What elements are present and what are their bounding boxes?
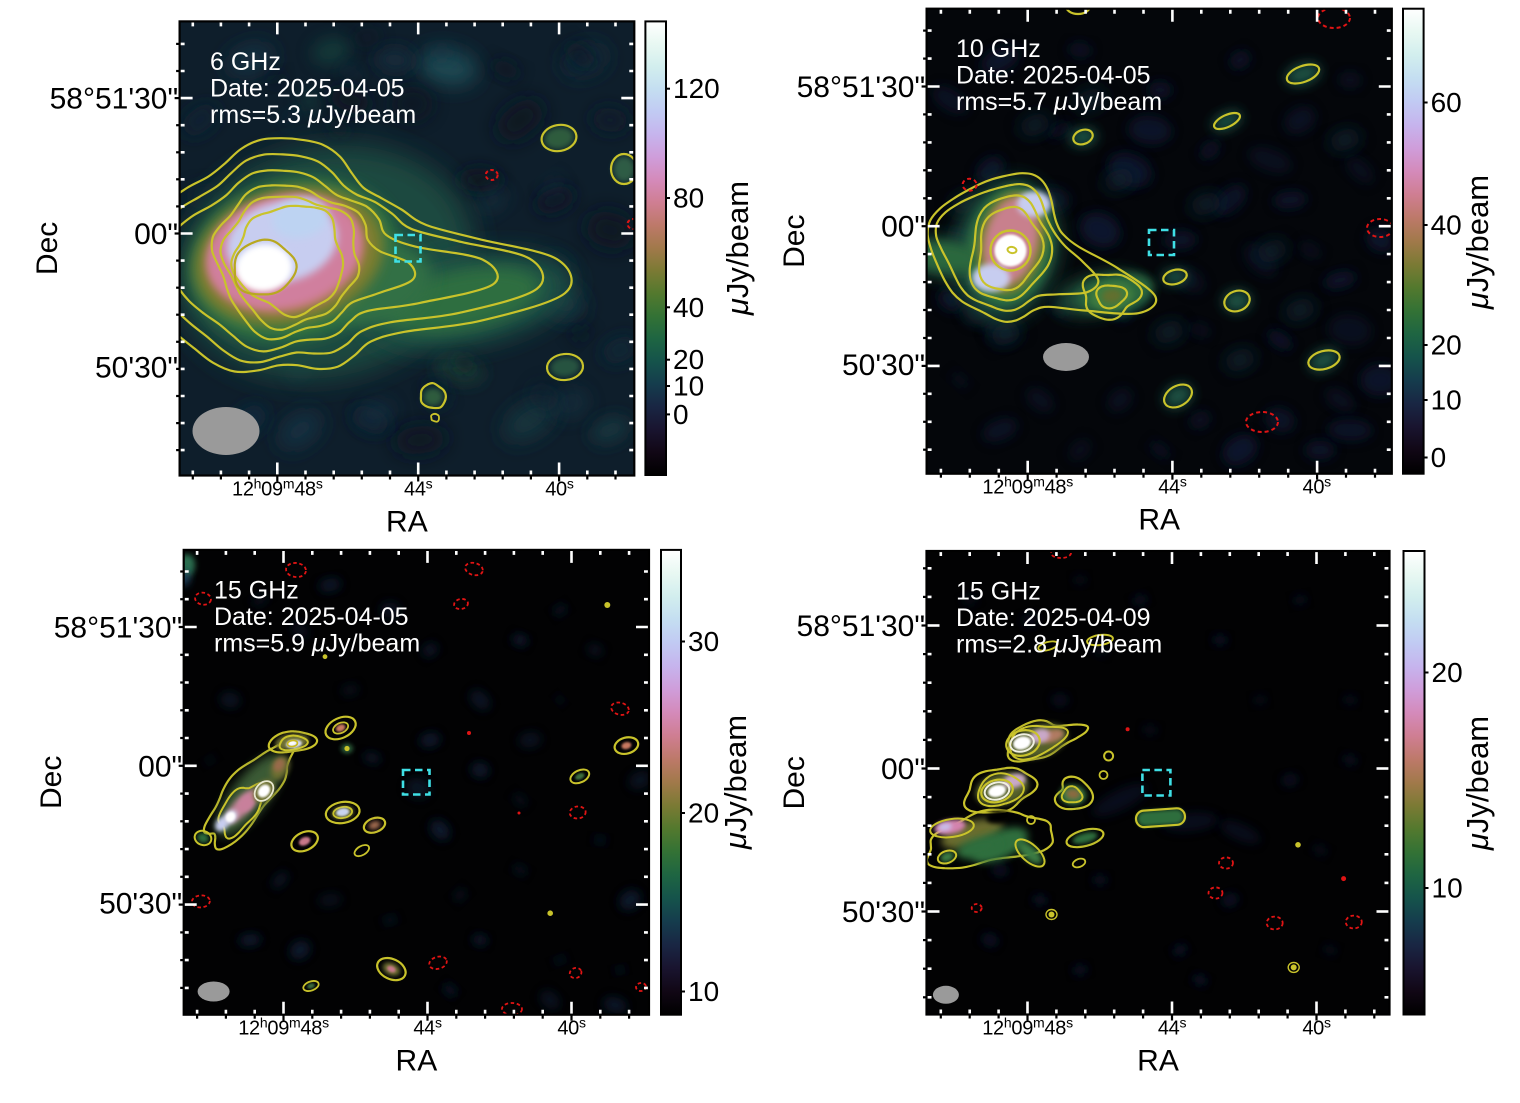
svg-text:80: 80: [673, 183, 704, 214]
svg-text:rms=5.7 μJy/beam: rms=5.7 μJy/beam: [956, 88, 1162, 116]
svg-text:10 GHz: 10 GHz: [956, 35, 1041, 63]
svg-text:58°51'30": 58°51'30": [50, 83, 178, 116]
svg-text:58°51'30": 58°51'30": [54, 612, 182, 645]
svg-text:Date: 2025-04-05: Date: 2025-04-05: [210, 75, 405, 103]
svg-text:μJy/beam: μJy/beam: [1460, 716, 1495, 851]
svg-text:40: 40: [1431, 210, 1462, 241]
svg-text:50'30": 50'30": [842, 349, 925, 382]
svg-text:rms=2.8 μJy/beam: rms=2.8 μJy/beam: [956, 631, 1162, 659]
svg-text:00": 00": [881, 211, 925, 244]
svg-text:12h09m48s: 12h09m48s: [238, 1015, 329, 1040]
svg-text:RA: RA: [1137, 1045, 1179, 1078]
svg-text:μJy/beam: μJy/beam: [720, 181, 755, 316]
svg-text:50'30": 50'30": [99, 888, 182, 921]
svg-text:0: 0: [673, 399, 689, 430]
svg-text:10: 10: [688, 976, 719, 1007]
svg-text:60: 60: [1431, 87, 1462, 118]
svg-text:58°51'30": 58°51'30": [797, 71, 925, 104]
svg-text:Dec: Dec: [35, 756, 68, 809]
svg-text:RA: RA: [386, 506, 428, 539]
svg-text:Dec: Dec: [778, 756, 811, 809]
svg-text:Date: 2025-04-09: Date: 2025-04-09: [956, 604, 1151, 632]
svg-text:μJy/beam: μJy/beam: [1460, 175, 1495, 310]
svg-text:Date: 2025-04-05: Date: 2025-04-05: [956, 62, 1151, 90]
svg-text:00": 00": [138, 750, 182, 783]
svg-text:Dec: Dec: [778, 215, 811, 268]
svg-text:40: 40: [673, 292, 704, 323]
svg-text:50'30": 50'30": [95, 351, 178, 384]
svg-text:rms=5.3 μJy/beam: rms=5.3 μJy/beam: [210, 101, 416, 129]
svg-text:6 GHz: 6 GHz: [210, 48, 281, 76]
svg-text:20: 20: [1432, 657, 1463, 688]
svg-text:15 GHz: 15 GHz: [214, 577, 299, 605]
svg-text:10: 10: [673, 371, 704, 402]
svg-text:10: 10: [1432, 873, 1463, 904]
svg-text:00": 00": [134, 218, 178, 251]
svg-text:20: 20: [688, 798, 719, 829]
svg-text:12h09m48s: 12h09m48s: [232, 476, 323, 501]
svg-text:20: 20: [1431, 330, 1462, 361]
svg-text:rms=5.9 μJy/beam: rms=5.9 μJy/beam: [214, 630, 420, 658]
svg-text:00": 00": [881, 753, 925, 786]
svg-text:120: 120: [673, 73, 720, 104]
svg-text:15 GHz: 15 GHz: [956, 578, 1041, 606]
svg-text:Dec: Dec: [31, 222, 64, 275]
svg-text:RA: RA: [396, 1045, 438, 1078]
svg-text:RA: RA: [1138, 504, 1180, 537]
svg-text:58°51'30": 58°51'30": [797, 610, 925, 643]
svg-text:Date: 2025-04-05: Date: 2025-04-05: [214, 603, 409, 631]
svg-text:0: 0: [1431, 442, 1447, 473]
svg-text:44s: 44s: [1158, 474, 1187, 499]
svg-text:10: 10: [1431, 385, 1462, 416]
svg-text:μJy/beam: μJy/beam: [718, 715, 753, 850]
svg-text:50'30": 50'30": [842, 896, 925, 929]
svg-text:30: 30: [688, 626, 719, 657]
svg-text:20: 20: [673, 344, 704, 375]
svg-text:12h09m48s: 12h09m48s: [982, 474, 1073, 499]
svg-text:12h09m48s: 12h09m48s: [982, 1015, 1073, 1040]
